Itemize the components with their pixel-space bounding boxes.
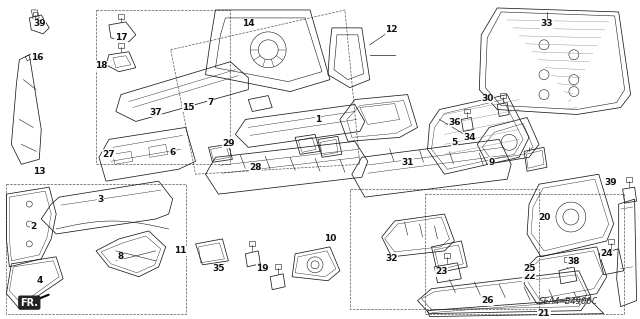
Text: 23: 23 (435, 267, 448, 276)
Text: 10: 10 (324, 234, 336, 243)
Text: 8: 8 (118, 252, 124, 261)
Text: 5: 5 (451, 138, 458, 147)
Text: 18: 18 (95, 61, 108, 70)
Text: FR.: FR. (20, 298, 38, 308)
Text: 27: 27 (102, 150, 115, 159)
Text: 13: 13 (33, 167, 45, 176)
Text: 12: 12 (385, 26, 398, 34)
Text: 35: 35 (212, 264, 225, 273)
Text: 15: 15 (182, 103, 195, 112)
Text: SEA4–B4900C: SEA4–B4900C (540, 297, 598, 306)
Text: 24: 24 (600, 249, 613, 258)
Text: 36: 36 (448, 118, 461, 127)
Text: 39: 39 (604, 178, 617, 187)
Text: 26: 26 (481, 296, 493, 305)
Text: 21: 21 (538, 309, 550, 318)
Text: 25: 25 (523, 264, 535, 273)
Text: 22: 22 (523, 272, 535, 281)
Text: 7: 7 (207, 98, 214, 107)
Text: 16: 16 (31, 53, 44, 62)
Text: 4: 4 (36, 276, 42, 285)
Text: 9: 9 (488, 158, 495, 167)
Text: 19: 19 (256, 264, 269, 273)
Text: 29: 29 (222, 139, 235, 148)
Text: 34: 34 (463, 133, 476, 142)
Text: 38: 38 (568, 257, 580, 266)
Text: 2: 2 (30, 222, 36, 232)
Text: 33: 33 (541, 19, 553, 28)
Text: 39: 39 (33, 19, 45, 28)
Text: 17: 17 (115, 33, 127, 42)
Text: 1: 1 (315, 115, 321, 124)
Text: 32: 32 (385, 254, 398, 263)
Text: 11: 11 (174, 246, 187, 256)
Text: 14: 14 (242, 19, 255, 28)
Text: 37: 37 (149, 108, 162, 117)
Text: 30: 30 (481, 94, 493, 103)
Text: 28: 28 (249, 163, 262, 172)
Text: 6: 6 (170, 148, 176, 157)
Text: 20: 20 (538, 212, 550, 221)
Text: 31: 31 (401, 158, 414, 167)
Text: 3: 3 (98, 195, 104, 204)
